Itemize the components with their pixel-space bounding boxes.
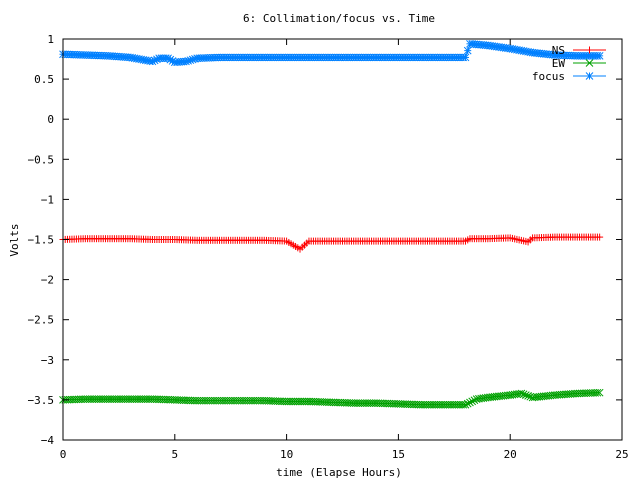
series-ns (59, 233, 604, 253)
legend-label-ew: EW (552, 57, 566, 70)
ew-point-stroke (595, 388, 604, 397)
x-axis-label: time (Elapse Hours) (276, 466, 402, 479)
ew-point-stroke (519, 390, 528, 399)
focus-point-stroke (164, 54, 172, 63)
ew-point-stroke (461, 400, 470, 409)
focus-point-stroke (168, 57, 177, 65)
legend-item-ew: EW (552, 57, 606, 70)
ew-point (470, 396, 479, 405)
ew-point (519, 390, 528, 399)
y-tick-label: −0.5 (28, 153, 55, 166)
ew-point (463, 399, 472, 408)
ew-point (466, 398, 474, 407)
ew-point (593, 388, 602, 397)
y-tick-label: 0.5 (34, 73, 54, 86)
legend-marker-ns (586, 46, 593, 54)
focus-point-stroke (463, 46, 472, 55)
ew-point (459, 400, 468, 409)
y-axis-label: Volts (8, 223, 21, 256)
focus-point (461, 53, 470, 62)
y-tick-label: −2.5 (28, 314, 55, 327)
y-tick-label: −1.5 (28, 234, 55, 247)
ew-point (521, 391, 530, 399)
axes: 1 0.5 0 −0.5 −1 −1.5 −2 −2.5 −3 −3.5 −4 0 5 10 15 20 25 (28, 33, 629, 461)
focus-point (595, 51, 604, 60)
legend-item-focus: focus (532, 70, 606, 83)
ew-point-stroke (521, 391, 530, 399)
ew-point-stroke (470, 396, 479, 405)
focus-point (164, 54, 172, 63)
legend-label-ns: NS (552, 44, 565, 57)
ew-point (524, 392, 532, 400)
x-tick-label: 15 (392, 448, 405, 461)
legend-item-ns: NS (552, 44, 606, 57)
x-tick-label: 0 (60, 448, 67, 461)
legend-marker-focus (585, 72, 594, 80)
ew-point-stroke (526, 392, 535, 401)
ew-point-stroke (517, 389, 526, 398)
x-tick-label: 5 (171, 448, 178, 461)
focus-point-stroke (461, 53, 470, 62)
legend-label-focus: focus (532, 70, 565, 83)
legend-marker-focus-stroke (585, 72, 594, 80)
ew-point-stroke (593, 388, 602, 397)
ew-point (595, 388, 604, 397)
focus-point-stroke (595, 51, 604, 60)
y-tick-label: −1 (41, 193, 54, 206)
series-layer (59, 39, 604, 409)
y-tick-label: 1 (47, 33, 54, 46)
ew-point-stroke (466, 398, 474, 407)
series-ew (59, 388, 604, 409)
ew-point-stroke (459, 400, 468, 409)
legend-marker-ew-stroke (585, 59, 594, 67)
ns-point (596, 233, 604, 241)
y-tick-label: −3.5 (28, 394, 55, 407)
ew-point (468, 397, 477, 406)
legend-marker-ew (585, 59, 594, 67)
y-tick-label: 0 (47, 113, 54, 126)
ew-point-stroke (463, 399, 472, 408)
ew-point-stroke (468, 397, 477, 406)
focus-point-stroke (166, 55, 175, 64)
focus-point (463, 46, 472, 55)
y-tick-label: −4 (41, 434, 55, 447)
y-tick-label: −3 (41, 354, 54, 367)
chart-title: 6: Collimation/focus vs. Time (243, 12, 435, 25)
series-focus (59, 39, 604, 67)
y-tick-label: −2 (41, 274, 54, 287)
ew-point (461, 400, 470, 409)
ew-point-stroke (524, 392, 532, 400)
x-tick-label: 25 (615, 448, 628, 461)
x-tick-label: 10 (280, 448, 293, 461)
x-tick-label: 20 (504, 448, 517, 461)
ew-point (517, 389, 526, 398)
